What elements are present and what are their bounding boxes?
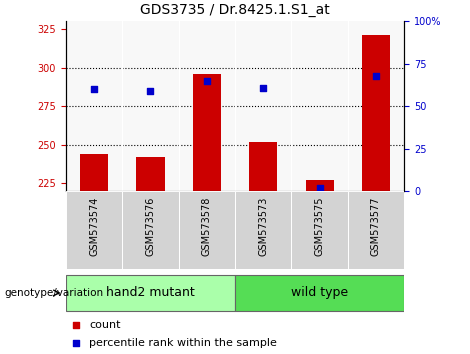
Text: GSM573575: GSM573575 [314,196,325,256]
Point [316,185,323,190]
Point [372,73,380,79]
Text: wild type: wild type [291,286,348,299]
Bar [122,191,179,269]
Title: GDS3735 / Dr.8425.1.S1_at: GDS3735 / Dr.8425.1.S1_at [140,4,330,17]
Text: hand2 mutant: hand2 mutant [106,286,195,299]
Bar [348,191,404,269]
Text: GSM573578: GSM573578 [202,196,212,256]
Text: GSM573574: GSM573574 [89,196,99,256]
Bar [80,154,108,191]
Point [259,85,267,90]
Text: percentile rank within the sample: percentile rank within the sample [89,338,277,348]
Point [90,86,98,92]
Bar [291,191,348,269]
Point [147,88,154,94]
Bar [235,275,404,311]
Point [203,78,211,84]
Text: GSM573576: GSM573576 [145,196,156,256]
Bar [179,191,235,269]
Bar [235,191,291,269]
Text: GSM573573: GSM573573 [258,196,268,256]
Point [72,322,80,327]
Text: genotype/variation: genotype/variation [5,288,104,298]
Bar [249,142,277,191]
Point [72,340,80,346]
Bar [306,180,334,191]
Bar [66,191,122,269]
Text: count: count [89,320,121,330]
Bar [66,275,235,311]
Bar [193,74,221,191]
Bar [136,157,164,191]
Text: GSM573577: GSM573577 [371,196,381,256]
Bar [362,35,390,191]
